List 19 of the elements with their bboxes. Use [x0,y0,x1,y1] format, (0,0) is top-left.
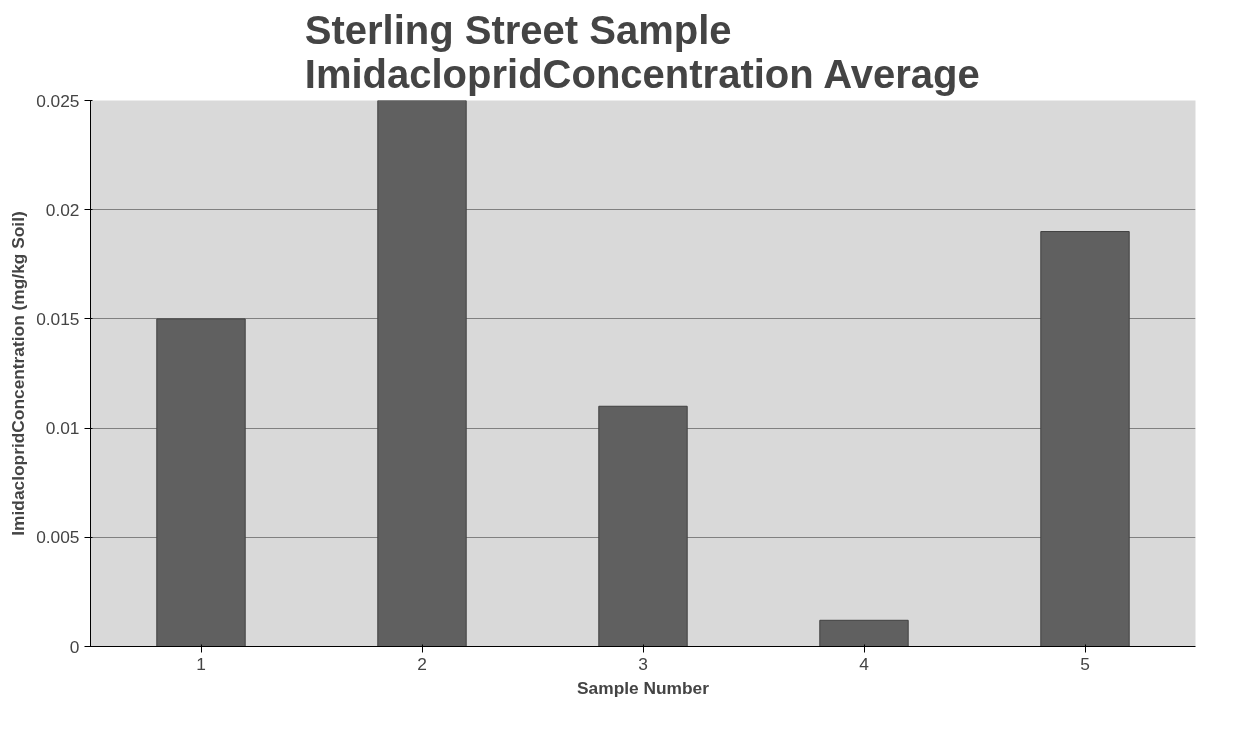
bar [156,318,246,647]
x-tick-label: 3 [638,653,648,674]
y-tick-label: 0.005 [36,527,80,548]
x-tick-label: 4 [859,653,870,674]
y-tick-label: 0 [69,636,80,657]
bar [819,619,909,647]
y-tick-label: 0.025 [36,90,80,111]
y-axis-title: ImidaclopridConcentration (mg/kg Soil) [8,211,29,536]
bar [598,405,688,647]
y-tick-label: 0.02 [45,199,80,220]
bar [377,100,467,647]
bar [1040,231,1130,647]
x-tick-label: 1 [196,653,206,674]
x-tick-label: 2 [417,653,427,674]
chart-title: Sterling Street Sample ImidaclopridConcentration Average [304,7,980,96]
y-tick-label: 0.015 [36,308,80,329]
x-axis-title: Sample Number [577,677,710,698]
x-tick-label: 5 [1080,653,1090,674]
y-tick-label: 0.01 [45,418,80,439]
